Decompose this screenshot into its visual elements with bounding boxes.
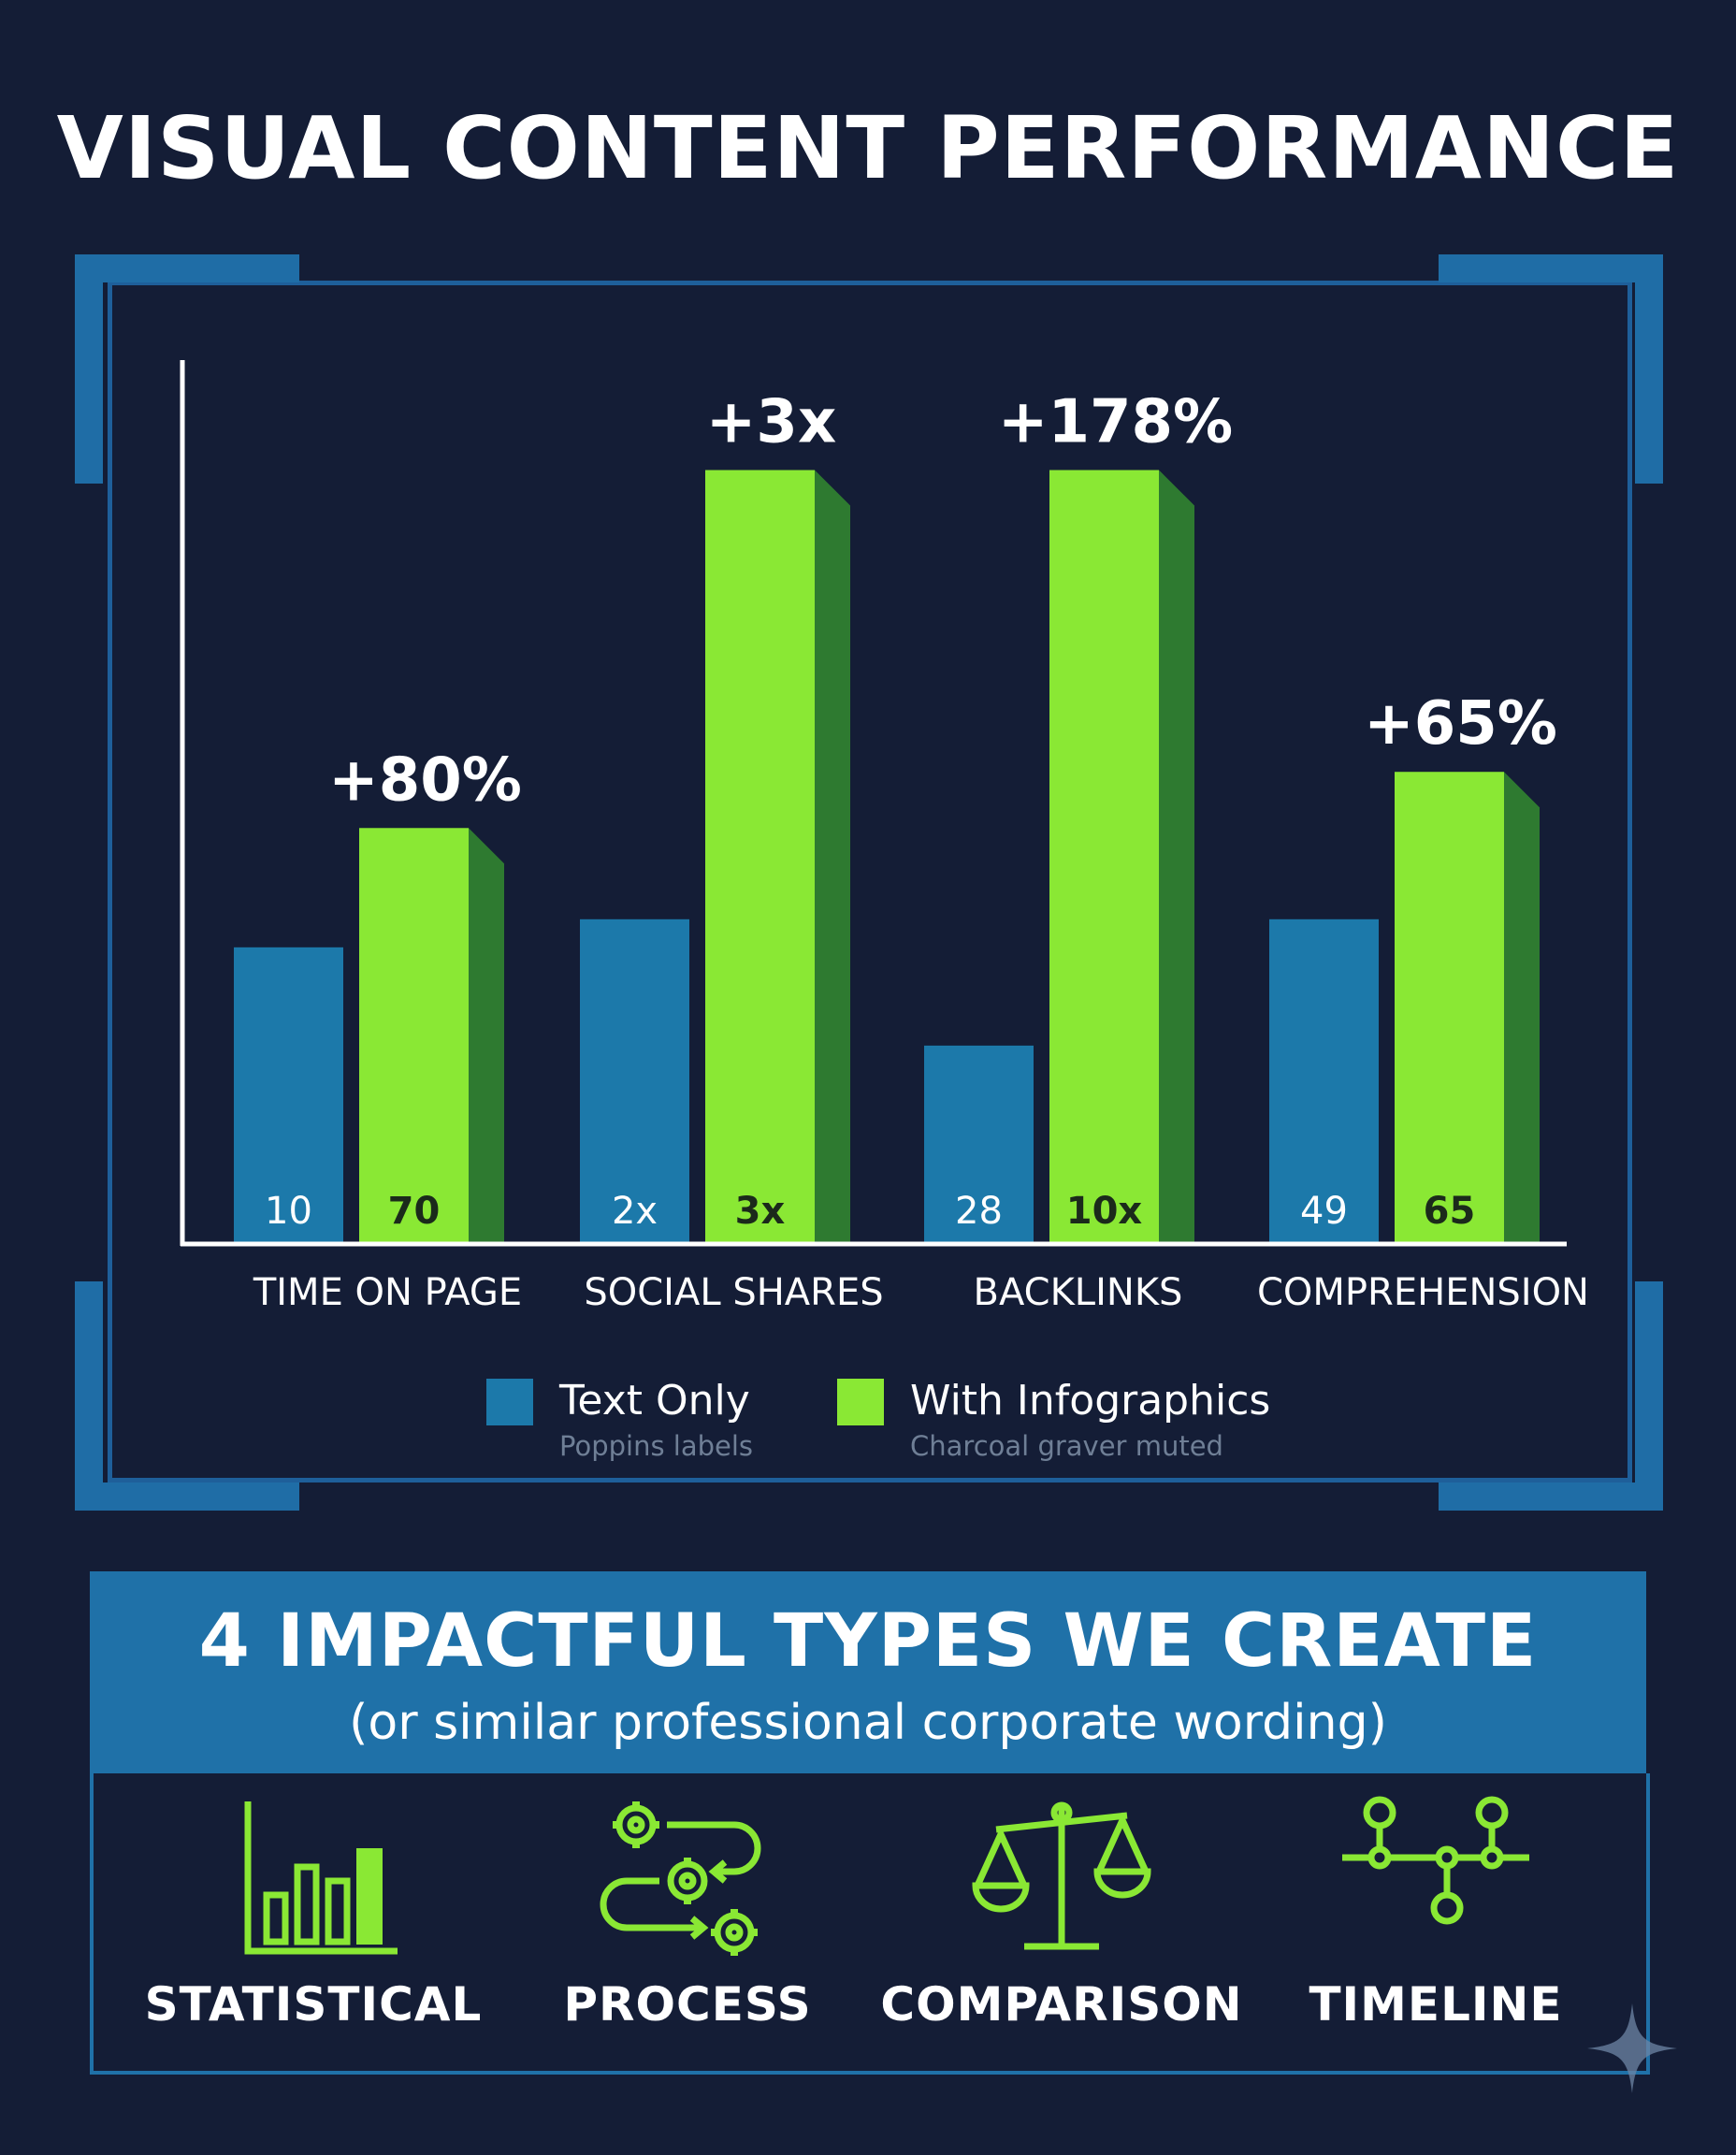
- bar-text-only: [924, 1045, 1034, 1242]
- type-label: TIMELINE: [1309, 1977, 1563, 2032]
- types-panel: STATISTICAL PROC: [90, 1773, 1650, 2075]
- bar-text-only: [234, 947, 343, 1242]
- bar-value-label: 28: [955, 1190, 1003, 1233]
- legend-item-text-only: Text Only Poppins labels: [486, 1375, 753, 1465]
- type-statistical: STATISTICAL: [126, 1773, 500, 2071]
- sparkle-icon: [1587, 2003, 1677, 2093]
- bar-with-infographics: [705, 470, 815, 1242]
- bar-with-infographics: [359, 828, 469, 1242]
- bar-annotation: +178%: [998, 388, 1233, 457]
- types-subtitle: (or similar professional corporate wordi…: [349, 1695, 1387, 1751]
- types-banner: 4 IMPACTFUL TYPES WE CREATE (or similar …: [90, 1571, 1646, 1775]
- x-tick-label: SOCIAL SHARES: [584, 1271, 883, 1314]
- page-title: VISUAL CONTENT PERFORMANCE: [56, 98, 1680, 198]
- bar-text-only: [580, 918, 689, 1242]
- legend-sublabel: Poppins labels: [559, 1430, 754, 1462]
- scale-icon: [972, 1801, 1151, 1950]
- types-title: 4 IMPACTFUL TYPES WE CREATE: [198, 1599, 1538, 1684]
- type-label: COMPARISON: [880, 1977, 1243, 2032]
- x-tick-label: BACKLINKS: [974, 1271, 1183, 1314]
- bar-value-label: 65: [1424, 1190, 1476, 1233]
- bar-side-with-infographics: [1159, 470, 1194, 1242]
- type-label: STATISTICAL: [144, 1977, 483, 2032]
- bar-side-with-infographics: [815, 470, 850, 1242]
- type-label: PROCESS: [563, 1977, 812, 2032]
- x-tick-label: COMPREHENSION: [1257, 1271, 1589, 1314]
- bar-chart-icon: [244, 1801, 398, 1955]
- bar-annotation: +3x: [706, 388, 836, 457]
- bar-value-label: 10: [265, 1190, 312, 1233]
- bar-chart: 10 70 +80% TIME ON PAGE 2x 3x +3x SOCIAL SHARES…: [180, 360, 1589, 1314]
- gears-process-icon: [600, 1801, 761, 1956]
- type-process: PROCESS: [500, 1773, 875, 2071]
- bar-value-label: 2x: [612, 1190, 658, 1233]
- bar-side-with-infographics: [469, 828, 504, 1242]
- legend-sublabel: Charcoal graver muted: [910, 1430, 1223, 1462]
- bar-side-with-infographics: [1504, 772, 1540, 1242]
- bar-value-label: 3x: [735, 1190, 786, 1233]
- bar-annotation: +65%: [1364, 689, 1557, 759]
- chart-legend: Text Only Poppins labels With Infographi…: [486, 1375, 1270, 1465]
- legend-item-with-infographics: With Infographics Charcoal graver muted: [837, 1375, 1270, 1465]
- legend-label: Text Only: [559, 1377, 750, 1425]
- bar-text-only: [1269, 918, 1379, 1242]
- type-comparison: COMPARISON: [875, 1773, 1249, 2071]
- bar-value-label: 49: [1300, 1190, 1348, 1233]
- legend-label: With Infographics: [910, 1377, 1271, 1425]
- bar-value-label: 10x: [1066, 1190, 1143, 1233]
- bar-with-infographics: [1049, 470, 1159, 1242]
- legend-swatch-text-only: [486, 1379, 533, 1425]
- chart-svg: 10 70 +80% TIME ON PAGE 2x 3x +3x SOCIAL SHARES…: [180, 360, 1589, 1314]
- bar-value-label: 70: [388, 1190, 441, 1233]
- x-tick-label: TIME ON PAGE: [253, 1271, 522, 1314]
- legend-swatch-with-infographics: [837, 1379, 885, 1425]
- bar-annotation: +80%: [328, 745, 522, 815]
- timeline-icon: [1342, 1796, 1529, 1925]
- type-timeline: TIMELINE: [1249, 1773, 1623, 2071]
- bar-with-infographics: [1395, 772, 1504, 1242]
